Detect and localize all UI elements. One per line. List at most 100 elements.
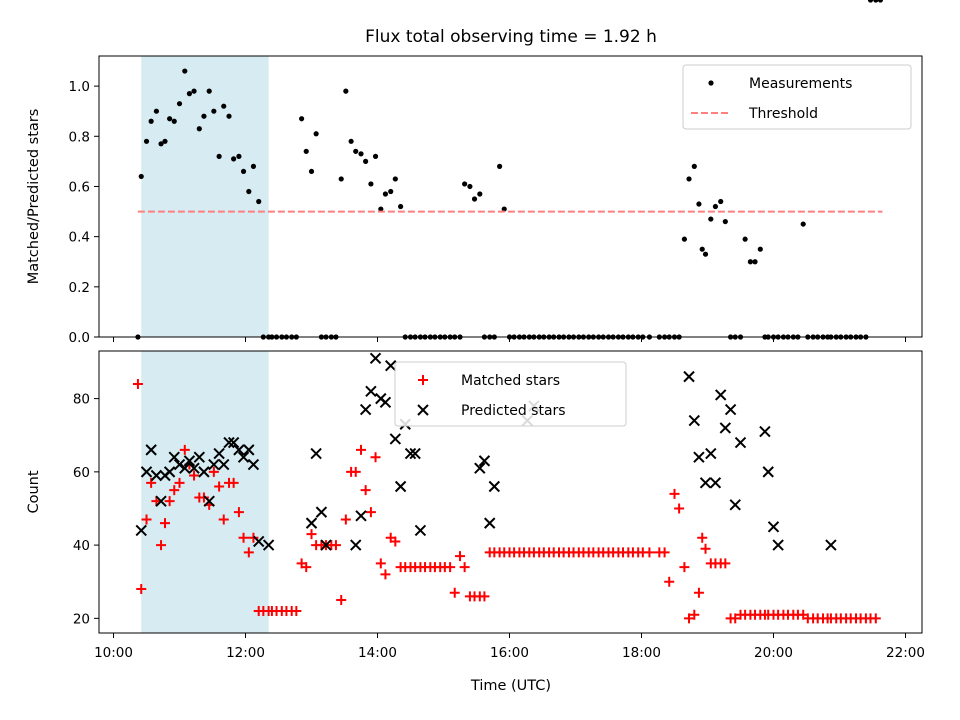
matched-star-point <box>291 606 302 617</box>
measurement-point <box>368 181 374 187</box>
predicted-star-point <box>155 495 167 507</box>
matched-star-point <box>228 477 239 488</box>
matched-star-point <box>459 562 470 573</box>
predicted-star-point <box>355 510 367 522</box>
matched-star-point <box>380 569 391 580</box>
predicted-star-point <box>315 506 328 518</box>
measurement-point <box>696 201 702 207</box>
bottom-panel-counts: 10:00 12:00 14:00 16:00 18:00 20:00 22:00 20 40 6… <box>26 351 925 661</box>
matched-star-point <box>693 587 704 598</box>
matched-star-point <box>169 485 180 496</box>
predicted-star-point <box>310 447 322 460</box>
predicted-star-point <box>699 477 712 489</box>
measurement-point <box>867 0 874 3</box>
matched-star-point <box>141 514 152 525</box>
matched-star-point <box>164 496 175 507</box>
predicted-star-point <box>305 517 318 529</box>
measurement-point <box>752 259 758 265</box>
matched-star-point <box>156 540 167 551</box>
predicted-star-point <box>243 444 255 456</box>
top-y-tick-label: 0.6 <box>69 179 90 195</box>
top-y-tick-label: 0.8 <box>69 129 90 145</box>
matched-star-point <box>218 514 229 525</box>
matched-star-point <box>697 532 708 543</box>
predicted-star-point <box>404 447 417 460</box>
predicted-star-point <box>414 524 427 537</box>
measurement-point <box>348 138 354 144</box>
legend-label: Predicted stars <box>461 403 566 419</box>
measurement-point <box>372 153 379 159</box>
measurement-point <box>363 158 369 164</box>
matched-star-point <box>159 518 170 529</box>
matched-star-point <box>445 562 456 573</box>
predicted-star-point <box>729 499 741 511</box>
legend-box <box>682 64 912 130</box>
matched-star-point <box>870 613 881 624</box>
top-shaded-span <box>141 56 269 337</box>
matched-star-point <box>659 547 670 558</box>
matched-star-point <box>198 492 209 503</box>
measurement-point <box>708 216 714 222</box>
predicted-star-point <box>203 495 215 507</box>
predicted-star-point <box>714 389 727 401</box>
measurement-point <box>138 173 144 180</box>
measurement-point <box>877 0 884 3</box>
predicted-star-point <box>767 521 780 533</box>
legend-label: Matched stars <box>461 373 560 389</box>
predicted-star-point <box>237 451 250 463</box>
matched-star-point <box>132 378 143 389</box>
matched-star-point <box>248 532 259 543</box>
measurement-point <box>191 88 197 94</box>
measurement-point <box>497 163 503 169</box>
matched-star-point <box>449 587 460 598</box>
measurement-point <box>343 88 349 94</box>
matched-star-point <box>664 576 675 587</box>
measurement-point <box>186 91 193 97</box>
predicted-star-point <box>188 462 200 474</box>
matched-star-point <box>243 547 254 558</box>
measurement-point <box>398 203 404 210</box>
x-tick-label: 14:00 <box>358 645 397 661</box>
measurement-point <box>382 191 389 197</box>
matched-star-point <box>375 558 386 569</box>
measurement-point <box>256 198 262 205</box>
matched-star-point <box>390 536 401 547</box>
x-tick-label: 22:00 <box>886 645 925 661</box>
measurement-point <box>467 183 473 190</box>
legend-label: Measurements <box>749 76 852 92</box>
measurement-point <box>226 113 232 119</box>
predicted-star-point <box>140 466 153 478</box>
matched-star-point <box>689 609 700 620</box>
measurement-point <box>201 113 207 119</box>
predicted-star-point <box>213 447 225 460</box>
chart-title: Flux total observing time = 1.92 h <box>365 27 657 47</box>
matched-star-point <box>455 551 466 562</box>
measurement-point <box>388 188 394 195</box>
matched-star-point <box>301 562 312 573</box>
predicted-star-point <box>320 539 332 551</box>
matched-star-point <box>720 558 731 569</box>
x-tick-label: 10:00 <box>94 645 133 661</box>
matched-star-point <box>684 613 695 624</box>
measurement-point <box>236 153 242 159</box>
predicted-star-point <box>394 480 407 493</box>
bottom-y-tick-label: 60 <box>73 465 90 481</box>
measurement-point <box>702 251 709 257</box>
measurement-point <box>176 101 183 107</box>
predicted-star-point <box>759 425 771 438</box>
predicted-star-point <box>262 539 275 551</box>
measurement-point <box>501 206 507 212</box>
predicted-star-point <box>350 539 362 551</box>
predicted-star-point <box>484 517 496 529</box>
matched-star-point <box>189 470 200 481</box>
measurement-point <box>182 68 188 74</box>
measurement-point <box>158 141 164 147</box>
measurement-point <box>353 148 359 154</box>
matched-star-point <box>208 466 219 477</box>
predicted-star-point <box>145 444 157 456</box>
measurement-point <box>873 0 879 3</box>
predicted-star-point <box>223 436 235 449</box>
predicted-star-point <box>198 466 210 478</box>
measurement-point <box>742 236 748 242</box>
predicted-star-point <box>762 466 774 478</box>
